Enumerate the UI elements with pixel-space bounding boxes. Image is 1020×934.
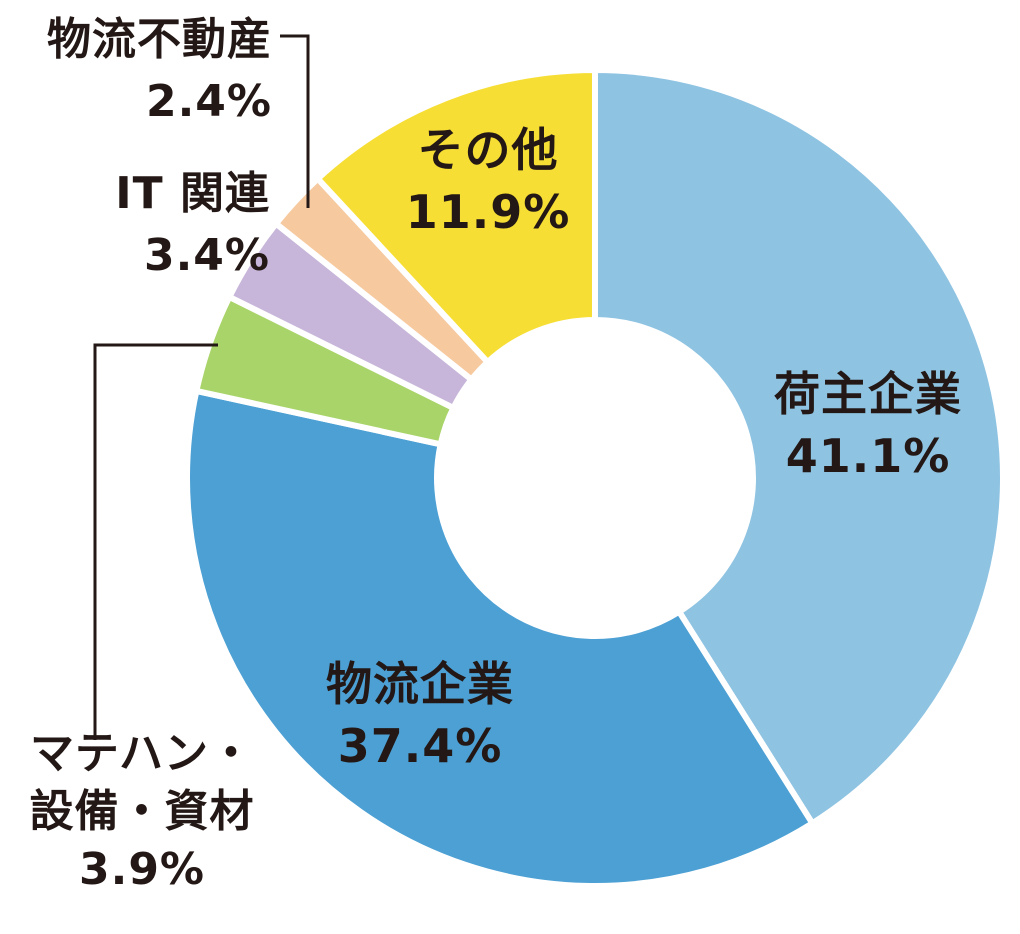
leader-line-slice-5: [280, 34, 310, 208]
slice-6: [313, 66, 598, 367]
category-label-slice-4-line-1: IT 関連: [115, 168, 270, 219]
category-label-slice-3-line-1: マテハン・: [30, 728, 254, 779]
value-label-slice-1: 41.1%: [786, 429, 951, 483]
slice-2: [184, 387, 817, 889]
value-label-slice-5: 2.4%: [146, 76, 272, 127]
value-label-slice-6: 11.9%: [406, 185, 571, 239]
category-label-slice-3-line-2: 設備・資材: [30, 786, 255, 837]
category-label-slice-2-line-1: 物流企業: [326, 657, 514, 711]
category-label-slice-6-line-1: その他: [418, 123, 559, 177]
value-label-slice-3: 3.9%: [79, 844, 205, 895]
leader-line-slice-3: [93, 343, 218, 740]
category-label-slice-5-line-1: 物流不動産: [47, 14, 272, 65]
category-label-slice-1-line-1: 荷主企業: [774, 367, 962, 421]
value-label-slice-4: 3.4%: [144, 230, 270, 281]
value-label-slice-2: 37.4%: [338, 719, 503, 773]
